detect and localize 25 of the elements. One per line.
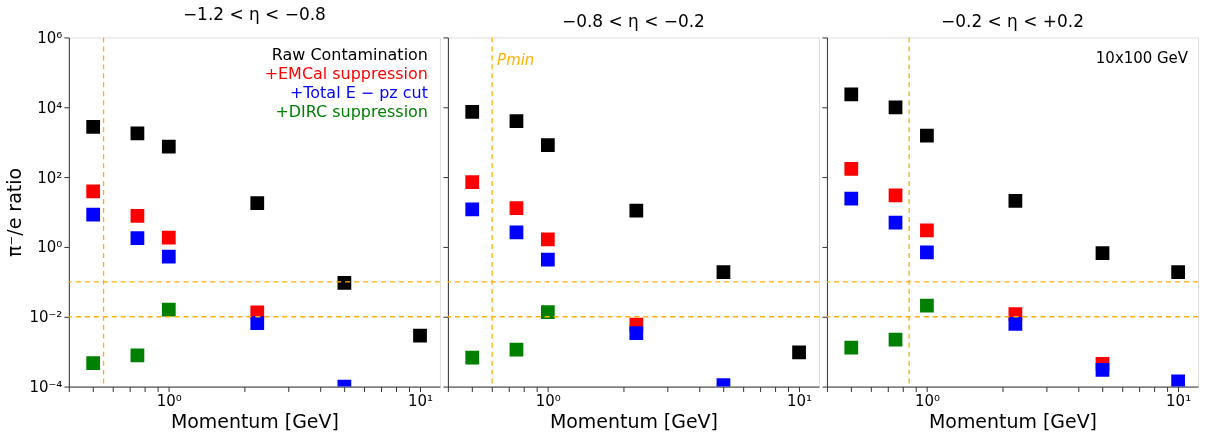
y-axis-title: π⁻/e ratio [3,167,26,258]
text: +EMCal suppression [264,64,428,84]
y-tick-label: 10² [37,168,63,187]
ref-line-label: Pmin [497,51,535,70]
chart-title: −1.2 < η < −0.8 [182,4,326,25]
text: +Total E − pz cut [289,83,428,103]
x-axis-title: Momentum [GeV] [170,409,339,432]
x-axis-title: Momentum [GeV] [549,409,718,432]
text: +DIRC suppression [275,102,428,122]
x-tick-label: 10¹ [787,392,813,411]
x-tick-label: 10⁰ [535,392,561,411]
x-tick-label: 10¹ [408,392,434,411]
x-tick-label: 10⁰ [914,392,940,411]
y-tick-label: 10⁴ [37,98,63,117]
y-tick-label: 10⁻⁴ [29,378,63,397]
y-tick-label: 10⁰ [37,238,63,257]
annotation: 10x100 GeV [1095,49,1189,68]
chart-title: −0.2 < η < +0.2 [941,10,1084,31]
x-axis-title: Momentum [GeV] [928,409,1097,432]
chart-title: −0.8 < η < −0.2 [561,10,705,31]
x-tick-label: 10¹ [1166,392,1192,411]
text: Raw Contamination [271,45,428,65]
y-tick-label: 10⁶ [37,28,63,47]
x-tick-label: 10⁰ [156,392,182,411]
y-tick-label: 10⁻² [29,308,63,327]
